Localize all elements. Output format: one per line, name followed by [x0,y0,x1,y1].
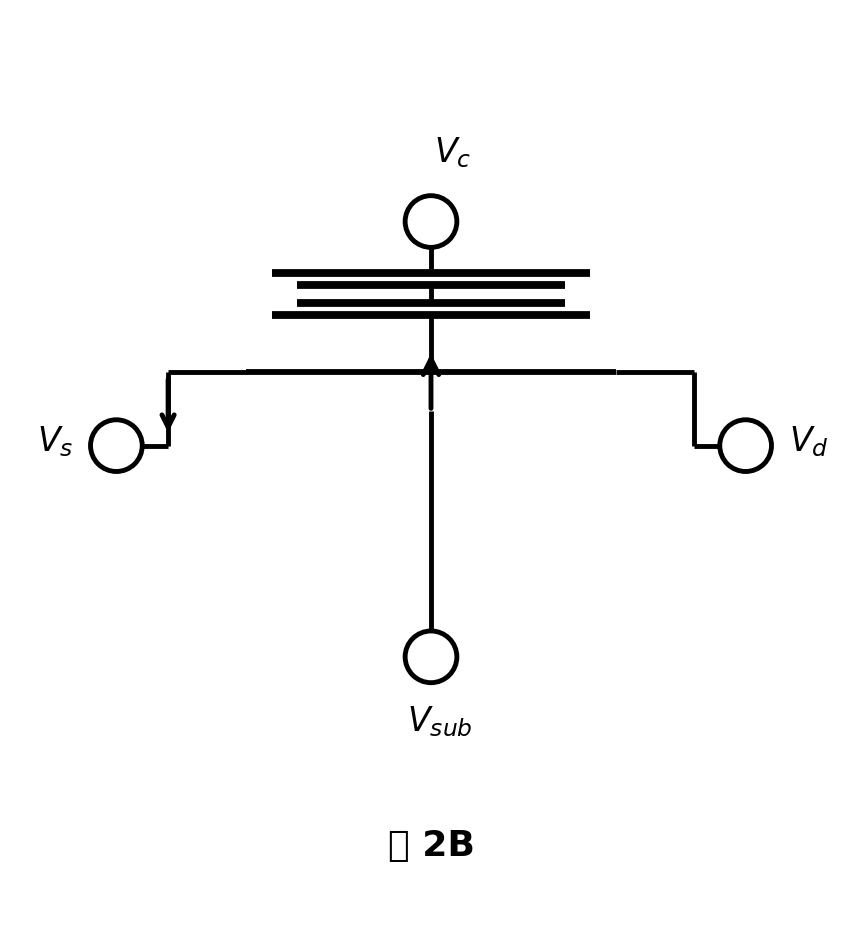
Text: $V_{sub}$: $V_{sub}$ [406,704,472,739]
Text: $V_s$: $V_s$ [37,424,73,458]
Text: 图 2B: 图 2B [387,830,474,864]
Text: $V_d$: $V_d$ [788,424,827,458]
Text: $V_c$: $V_c$ [433,135,471,170]
